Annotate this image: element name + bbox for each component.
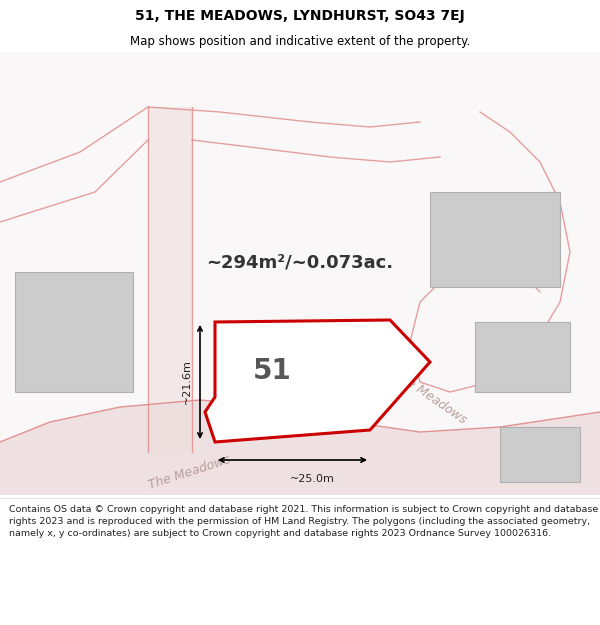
Bar (500, 427, 580, 482)
Bar (148, 107, 192, 452)
Text: ~21.6m: ~21.6m (182, 359, 192, 404)
Text: 51: 51 (253, 357, 291, 385)
Text: ~294m²/~0.073ac.: ~294m²/~0.073ac. (206, 253, 394, 271)
Text: Contains OS data © Crown copyright and database right 2021. This information is : Contains OS data © Crown copyright and d… (9, 506, 598, 538)
Polygon shape (205, 320, 430, 442)
Text: The Meadows: The Meadows (391, 367, 469, 427)
Text: 51, THE MEADOWS, LYNDHURST, SO43 7EJ: 51, THE MEADOWS, LYNDHURST, SO43 7EJ (135, 9, 465, 22)
Bar (230, 332, 300, 382)
Bar (15, 272, 133, 392)
Bar (475, 322, 570, 392)
Text: The Meadows: The Meadows (147, 452, 233, 491)
Text: ~25.0m: ~25.0m (290, 474, 335, 484)
Text: Map shows position and indicative extent of the property.: Map shows position and indicative extent… (130, 35, 470, 48)
Polygon shape (0, 400, 600, 495)
Bar (430, 192, 560, 287)
